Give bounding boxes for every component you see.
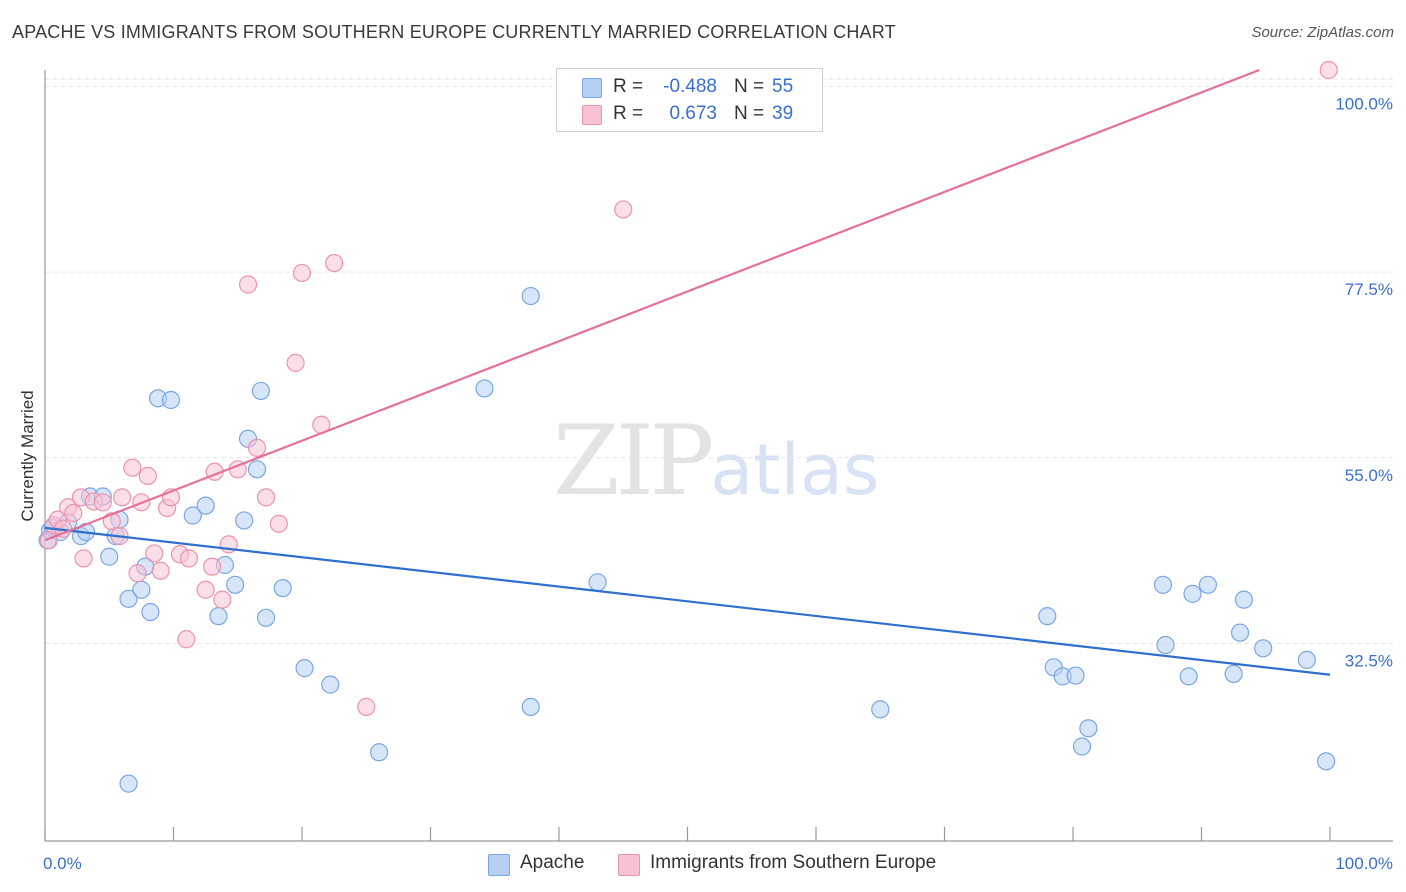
immigrants-swatch — [582, 105, 602, 125]
legend-label-immigrants: Immigrants from Southern Europe — [650, 852, 937, 873]
apache-point — [1038, 607, 1057, 626]
apache-point — [1234, 590, 1254, 609]
n-label: N = — [734, 103, 765, 124]
apache-point — [1230, 623, 1250, 642]
apache-point — [1198, 575, 1218, 594]
x-tick-label: 100.0% — [1335, 854, 1393, 873]
apache-point — [132, 580, 151, 599]
immigrants-point — [112, 488, 132, 507]
r-value: -0.488 — [663, 76, 717, 97]
apache-point — [1153, 575, 1173, 594]
immigrants-point — [213, 590, 232, 609]
immigrants-point — [256, 488, 276, 507]
immigrants-point — [238, 275, 258, 294]
apache-trend-line — [44, 526, 1331, 676]
tick-labels: 32.5% 55.0% 77.5% 100.0% 0.0% 100.0% — [43, 95, 1393, 874]
apache-point — [247, 460, 267, 479]
immigrants-point — [247, 438, 267, 457]
immigrants-trend-line — [44, 68, 1260, 542]
immigrants-points — [39, 60, 1338, 717]
apache-point — [256, 608, 276, 627]
immigrants-point — [292, 263, 312, 283]
y-tick-label: 32.5% — [1345, 651, 1393, 670]
apache-point — [1297, 650, 1316, 669]
r-value: 0.673 — [669, 103, 717, 124]
apache-point — [100, 547, 119, 566]
immigrants-point — [614, 200, 633, 219]
immigrants-point — [179, 549, 199, 568]
correlation-legend: R = -0.488 N = 55 R = 0.673 N = 39 — [556, 68, 823, 132]
x-tick-label: 0.0% — [43, 854, 82, 873]
apache-point — [1317, 752, 1336, 771]
immigrants-swatch — [618, 854, 640, 876]
apache-point — [209, 607, 228, 626]
immigrants-point — [177, 630, 196, 649]
watermark-zip: ZIP — [553, 405, 714, 517]
apache-point — [161, 390, 181, 410]
apache-point — [321, 675, 340, 694]
axes — [44, 70, 1393, 842]
apache-point — [1224, 664, 1243, 684]
legend-row-apache: R = -0.488 N = 55 — [557, 74, 822, 100]
grid-lines — [45, 78, 1393, 644]
n-value: 39 — [772, 103, 794, 124]
y-axis-title: Currently Married — [18, 390, 37, 521]
apache-point — [119, 774, 138, 793]
apache-point — [1179, 667, 1198, 686]
y-tick-label: 100.0% — [1335, 95, 1393, 114]
apache-point — [1183, 584, 1202, 603]
immigrants-point — [138, 466, 157, 485]
trend-lines — [44, 68, 1331, 676]
apache-point — [295, 659, 314, 678]
immigrants-point — [269, 514, 288, 533]
immigrants-point — [202, 557, 222, 576]
apache-point — [235, 511, 254, 530]
y-tick-label: 77.5% — [1345, 280, 1393, 299]
n-value: 55 — [772, 76, 794, 97]
immigrants-point — [74, 549, 93, 568]
y-tick-label: 55.0% — [1345, 466, 1393, 485]
apache-point — [141, 602, 160, 622]
apache-point — [588, 573, 607, 592]
immigrants-point — [128, 564, 147, 583]
apache-point — [1066, 666, 1085, 685]
watermark-atlas: atlas — [710, 429, 880, 511]
apache-swatch — [488, 854, 510, 876]
source-label: Source: ZipAtlas.com — [1251, 24, 1394, 41]
immigrants-point — [286, 353, 305, 372]
apache-point — [370, 743, 389, 762]
immigrants-point — [1319, 60, 1338, 80]
apache-point — [226, 575, 245, 594]
immigrants-point — [357, 697, 376, 717]
apache-point — [871, 700, 890, 719]
n-label: N = — [734, 76, 765, 97]
apache-point — [521, 286, 540, 306]
immigrants-point — [93, 493, 112, 512]
immigrants-point — [151, 561, 170, 580]
apache-point — [475, 379, 494, 398]
apache-point — [1079, 719, 1098, 738]
watermark: ZIPatlas — [553, 405, 879, 517]
immigrants-point — [145, 544, 164, 563]
apache-point — [119, 589, 138, 608]
r-label: R = — [613, 103, 644, 124]
apache-point — [521, 697, 540, 717]
immigrants-point — [123, 458, 142, 477]
apache-point — [1254, 639, 1273, 658]
apache-point — [273, 578, 292, 598]
apache-point — [1072, 737, 1092, 756]
apache-point — [196, 496, 215, 515]
immigrants-point — [196, 580, 215, 599]
immigrants-point — [64, 503, 83, 523]
apache-point — [251, 381, 270, 401]
legend-label-apache: Apache — [520, 852, 585, 873]
apache-swatch — [582, 78, 602, 98]
legend-row-immigrants: R = 0.673 N = 39 — [557, 101, 822, 127]
apache-point — [183, 506, 202, 525]
apache-point — [1156, 635, 1175, 655]
r-label: R = — [613, 76, 644, 97]
immigrants-point — [325, 253, 344, 273]
chart-title: APACHE VS IMMIGRANTS FROM SOUTHERN EUROP… — [12, 22, 896, 42]
